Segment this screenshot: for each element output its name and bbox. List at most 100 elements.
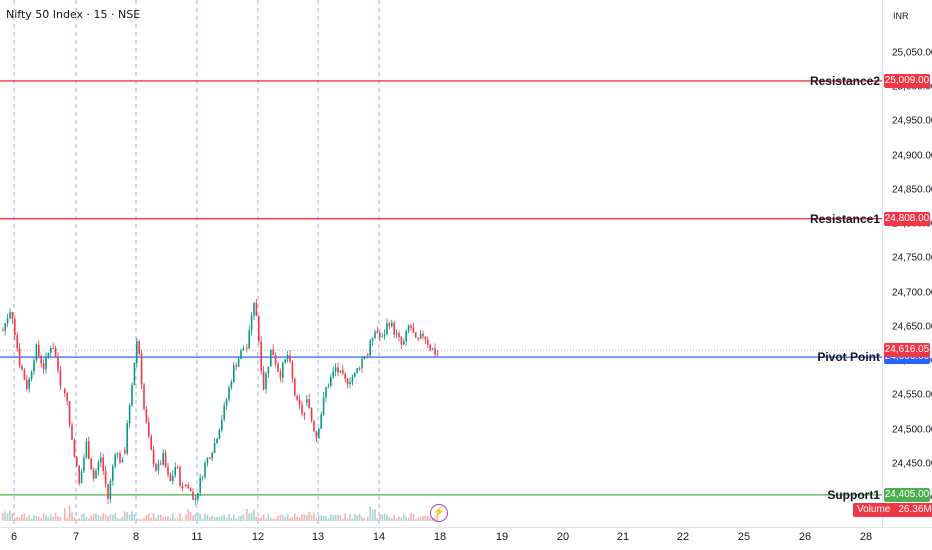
- candle-body: [18, 348, 21, 366]
- candle-body: [92, 469, 95, 479]
- candle-body: [162, 452, 164, 465]
- candle-body: [136, 341, 138, 363]
- volume-bar: [303, 514, 306, 521]
- candle-body: [221, 419, 223, 431]
- candle-body: [176, 467, 179, 469]
- candle-body: [253, 302, 255, 316]
- volume-bar: [248, 513, 250, 521]
- volume-bar: [334, 514, 337, 521]
- candle-body: [361, 358, 363, 369]
- candle-body: [250, 315, 253, 331]
- candle-body: [126, 423, 128, 454]
- candle-body: [112, 466, 114, 481]
- y-tick-label: 24,550.00: [892, 389, 932, 401]
- level-label: Pivot Point: [817, 350, 880, 365]
- candle-body: [405, 331, 407, 342]
- volume-bar: [85, 516, 88, 521]
- candle-body: [95, 470, 97, 479]
- volume-bar: [59, 517, 62, 521]
- candle-body: [169, 474, 172, 481]
- candle-body: [104, 470, 107, 485]
- candle-body: [116, 453, 119, 455]
- currency-label[interactable]: INR: [893, 11, 909, 21]
- candle-body: [225, 399, 228, 406]
- candle-body: [286, 355, 289, 360]
- candle-body: [83, 457, 85, 472]
- candle-body: [354, 372, 356, 377]
- lightning-icon[interactable]: ⚡: [430, 504, 448, 522]
- volume-bar: [422, 516, 424, 521]
- volume-bar: [427, 515, 429, 521]
- candle-body: [374, 331, 376, 339]
- volume-bar: [4, 511, 6, 521]
- volume-bar: [18, 517, 21, 521]
- volume-bar: [298, 517, 301, 521]
- volume-bar: [386, 514, 388, 521]
- candle-body: [109, 480, 112, 499]
- x-tick-label: 12: [251, 531, 265, 543]
- candle-body: [235, 365, 237, 367]
- volume-bar: [405, 516, 407, 521]
- volume-bar: [172, 513, 174, 521]
- candle-body: [76, 456, 78, 466]
- volume-bar: [246, 508, 248, 521]
- candle-body: [407, 325, 410, 332]
- volume-bar: [192, 515, 194, 521]
- volume-bar: [388, 516, 391, 521]
- volume-bar: [291, 516, 294, 521]
- candle-body: [14, 318, 16, 336]
- volume-bar: [237, 516, 240, 521]
- volume-bar: [213, 516, 216, 521]
- volume-bar: [403, 514, 405, 521]
- volume-bar: [310, 515, 313, 521]
- volume-bar: [116, 517, 119, 521]
- candle-body: [342, 370, 344, 374]
- candle-body: [148, 422, 150, 437]
- volume-bar: [50, 514, 52, 521]
- volume-bar: [16, 517, 18, 521]
- candle-body: [427, 339, 429, 345]
- candle-body: [310, 408, 313, 421]
- x-tick-label: 18: [433, 531, 447, 543]
- volume-bar: [97, 514, 100, 521]
- volume-bar: [211, 515, 213, 521]
- volume-bar: [136, 518, 138, 521]
- candle-body: [128, 405, 131, 424]
- volume-bar: [109, 514, 112, 521]
- candle-body: [2, 330, 4, 332]
- volume-bar: [371, 510, 374, 521]
- volume-bar: [393, 514, 395, 521]
- volume-bar: [218, 516, 221, 521]
- candle-body: [255, 302, 258, 316]
- candle-body: [306, 399, 308, 403]
- candle-body: [42, 363, 45, 370]
- x-tick-label: 19: [495, 531, 509, 543]
- candle-body: [400, 337, 403, 345]
- candle-body: [327, 385, 330, 388]
- candle-body: [395, 333, 398, 335]
- candle-body: [358, 368, 361, 370]
- y-tick-label: 24,750.00: [892, 252, 932, 264]
- volume-bar: [230, 517, 233, 521]
- volume-bar: [54, 513, 57, 521]
- volume-bar: [131, 511, 133, 521]
- volume-bar: [145, 515, 148, 521]
- candle-body: [330, 377, 332, 386]
- volume-bar: [162, 516, 164, 521]
- candle-body: [434, 348, 436, 355]
- volume-bar: [367, 516, 369, 521]
- volume-bar: [429, 517, 431, 521]
- x-tick-label: 11: [191, 531, 203, 543]
- candle-body: [78, 465, 80, 484]
- volume-bar: [47, 516, 50, 521]
- candle-body: [393, 322, 395, 335]
- volume-bar: [265, 518, 267, 521]
- y-tick-label: 25,050.00: [892, 47, 932, 59]
- volume-bar: [235, 518, 237, 521]
- volume-bar: [270, 517, 272, 521]
- candle-body: [11, 311, 14, 319]
- volume-bar: [344, 513, 346, 521]
- volume-bar: [167, 515, 169, 521]
- symbol-title[interactable]: Nifty 50 Index · 15 · NSE: [6, 8, 141, 21]
